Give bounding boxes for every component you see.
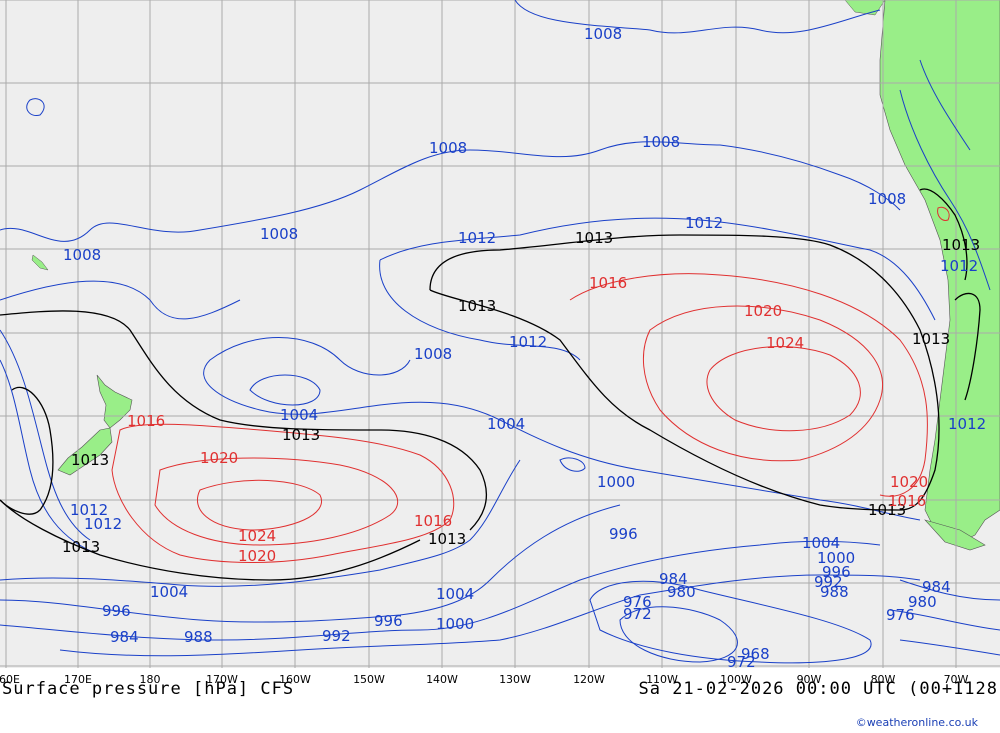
map-svg: 1008 1008 1008 1008 1008 1008 1008 1012 …: [0, 0, 1000, 668]
isobar-label: 980: [908, 593, 937, 611]
isobar-label: 1008: [63, 246, 101, 264]
graticule: [0, 0, 1000, 668]
isobar-label: 984: [659, 570, 688, 588]
isobar-label: 996: [822, 563, 851, 581]
x-tick-label: 120W: [573, 673, 605, 686]
land-tierra-del-fuego: [924, 519, 986, 551]
isobar-label: 988: [184, 628, 213, 646]
x-tick-label: 160W: [279, 673, 311, 686]
isobar-label: 1004: [802, 534, 840, 552]
x-tick-label: 90W: [796, 673, 822, 686]
isobar-label: 1020: [238, 547, 276, 565]
x-tick-label: 150W: [353, 673, 385, 686]
isobar-label: 1013: [282, 426, 320, 444]
isobar-label: 1013: [575, 229, 613, 247]
land-nz-north: [96, 374, 133, 429]
x-tick-label: 110W: [646, 673, 678, 686]
isobar-label: 1012: [509, 333, 547, 351]
isobar-label: 1008: [429, 139, 467, 157]
isobars-red: [111, 206, 950, 563]
isobar-label: 996: [609, 525, 638, 543]
isobar-label: 1008: [868, 190, 906, 208]
x-tick-label: 170E: [64, 673, 92, 686]
isobar-label: 984: [922, 578, 951, 596]
isobars-blue: [0, 0, 1000, 664]
isobar-label: 1004: [487, 415, 525, 433]
isobar-label: 992: [814, 573, 843, 591]
isobar-label: 1012: [940, 257, 978, 275]
isobar-label: 1013: [62, 538, 100, 556]
isobar-label: 1013: [868, 501, 906, 519]
isobar-label: 1013: [912, 330, 950, 348]
isobar-label: 1004: [150, 583, 188, 601]
isobar-label: 980: [667, 583, 696, 601]
valid-time: Sa 21-02-2026 00:00 UTC (00+1128: [638, 679, 998, 699]
isobar-label: 1012: [70, 501, 108, 519]
isobar-label: 988: [820, 583, 849, 601]
land-island-a: [31, 254, 49, 271]
isobar-label: 1024: [238, 527, 276, 545]
isobar-label: 1004: [280, 406, 318, 424]
isobar-label: 992: [322, 627, 351, 645]
x-tick-label: 80W: [870, 673, 896, 686]
isobar-label: 1012: [685, 214, 723, 232]
isobar-label: 976: [886, 606, 915, 624]
isobar-label: 1016: [127, 412, 165, 430]
land-south-america: [879, 0, 1000, 546]
isobar-label: 1024: [766, 334, 804, 352]
isobar-label: 1008: [642, 133, 680, 151]
isobar-label: 968: [741, 645, 770, 663]
x-tick-label: 130W: [499, 673, 531, 686]
x-tick-label: 170W: [206, 673, 238, 686]
isobar-label: 1020: [744, 302, 782, 320]
isobar-labels: 1008 1008 1008 1008 1008 1008 1008 1012 …: [62, 25, 986, 668]
map-title: Surface pressure [hPa] CFS: [2, 679, 295, 699]
isobar-label: 1016: [589, 274, 627, 292]
isobar-label: 996: [102, 602, 131, 620]
isobars-1013: [0, 188, 981, 581]
isobar-label: 996: [374, 612, 403, 630]
x-tick-label: 140W: [426, 673, 458, 686]
isobar-label: 1016: [888, 492, 926, 510]
isobar-label: 1013: [942, 236, 980, 254]
isobar-label: 1013: [71, 451, 109, 469]
isobar-label: 1008: [260, 225, 298, 243]
x-tick-label: 160E: [0, 673, 20, 686]
isobar-label: 1013: [428, 530, 466, 548]
isobar-label: 1012: [458, 229, 496, 247]
isobar-label: 1012: [84, 515, 122, 533]
isobar-label: 1008: [584, 25, 622, 43]
x-tick-label: 180: [139, 673, 161, 686]
isobar-label: 1012: [948, 415, 986, 433]
pressure-map: 1008 1008 1008 1008 1008 1008 1008 1012 …: [0, 0, 1000, 668]
isobar-label: 984: [110, 628, 139, 646]
credit-link[interactable]: ©weatheronline.co.uk: [855, 716, 978, 729]
x-tick-label: 100W: [720, 673, 752, 686]
isobar-label: 1016: [414, 512, 452, 530]
isobar-label: 1000: [597, 473, 635, 491]
isobar-label: 972: [727, 653, 756, 668]
isobar-label: 1000: [436, 615, 474, 633]
land-ne-corner: [844, 0, 886, 16]
isobar-label: 1008: [414, 345, 452, 363]
isobar-label: 1013: [458, 297, 496, 315]
isobar-label: 972: [623, 605, 652, 623]
isobar-label: 1020: [200, 449, 238, 467]
x-tick-label: 70W: [943, 673, 969, 686]
isobar-label: 976: [623, 593, 652, 611]
isobar-label: 1000: [817, 549, 855, 567]
isobar-label: 1004: [436, 585, 474, 603]
isobar-label: 1020: [890, 473, 928, 491]
